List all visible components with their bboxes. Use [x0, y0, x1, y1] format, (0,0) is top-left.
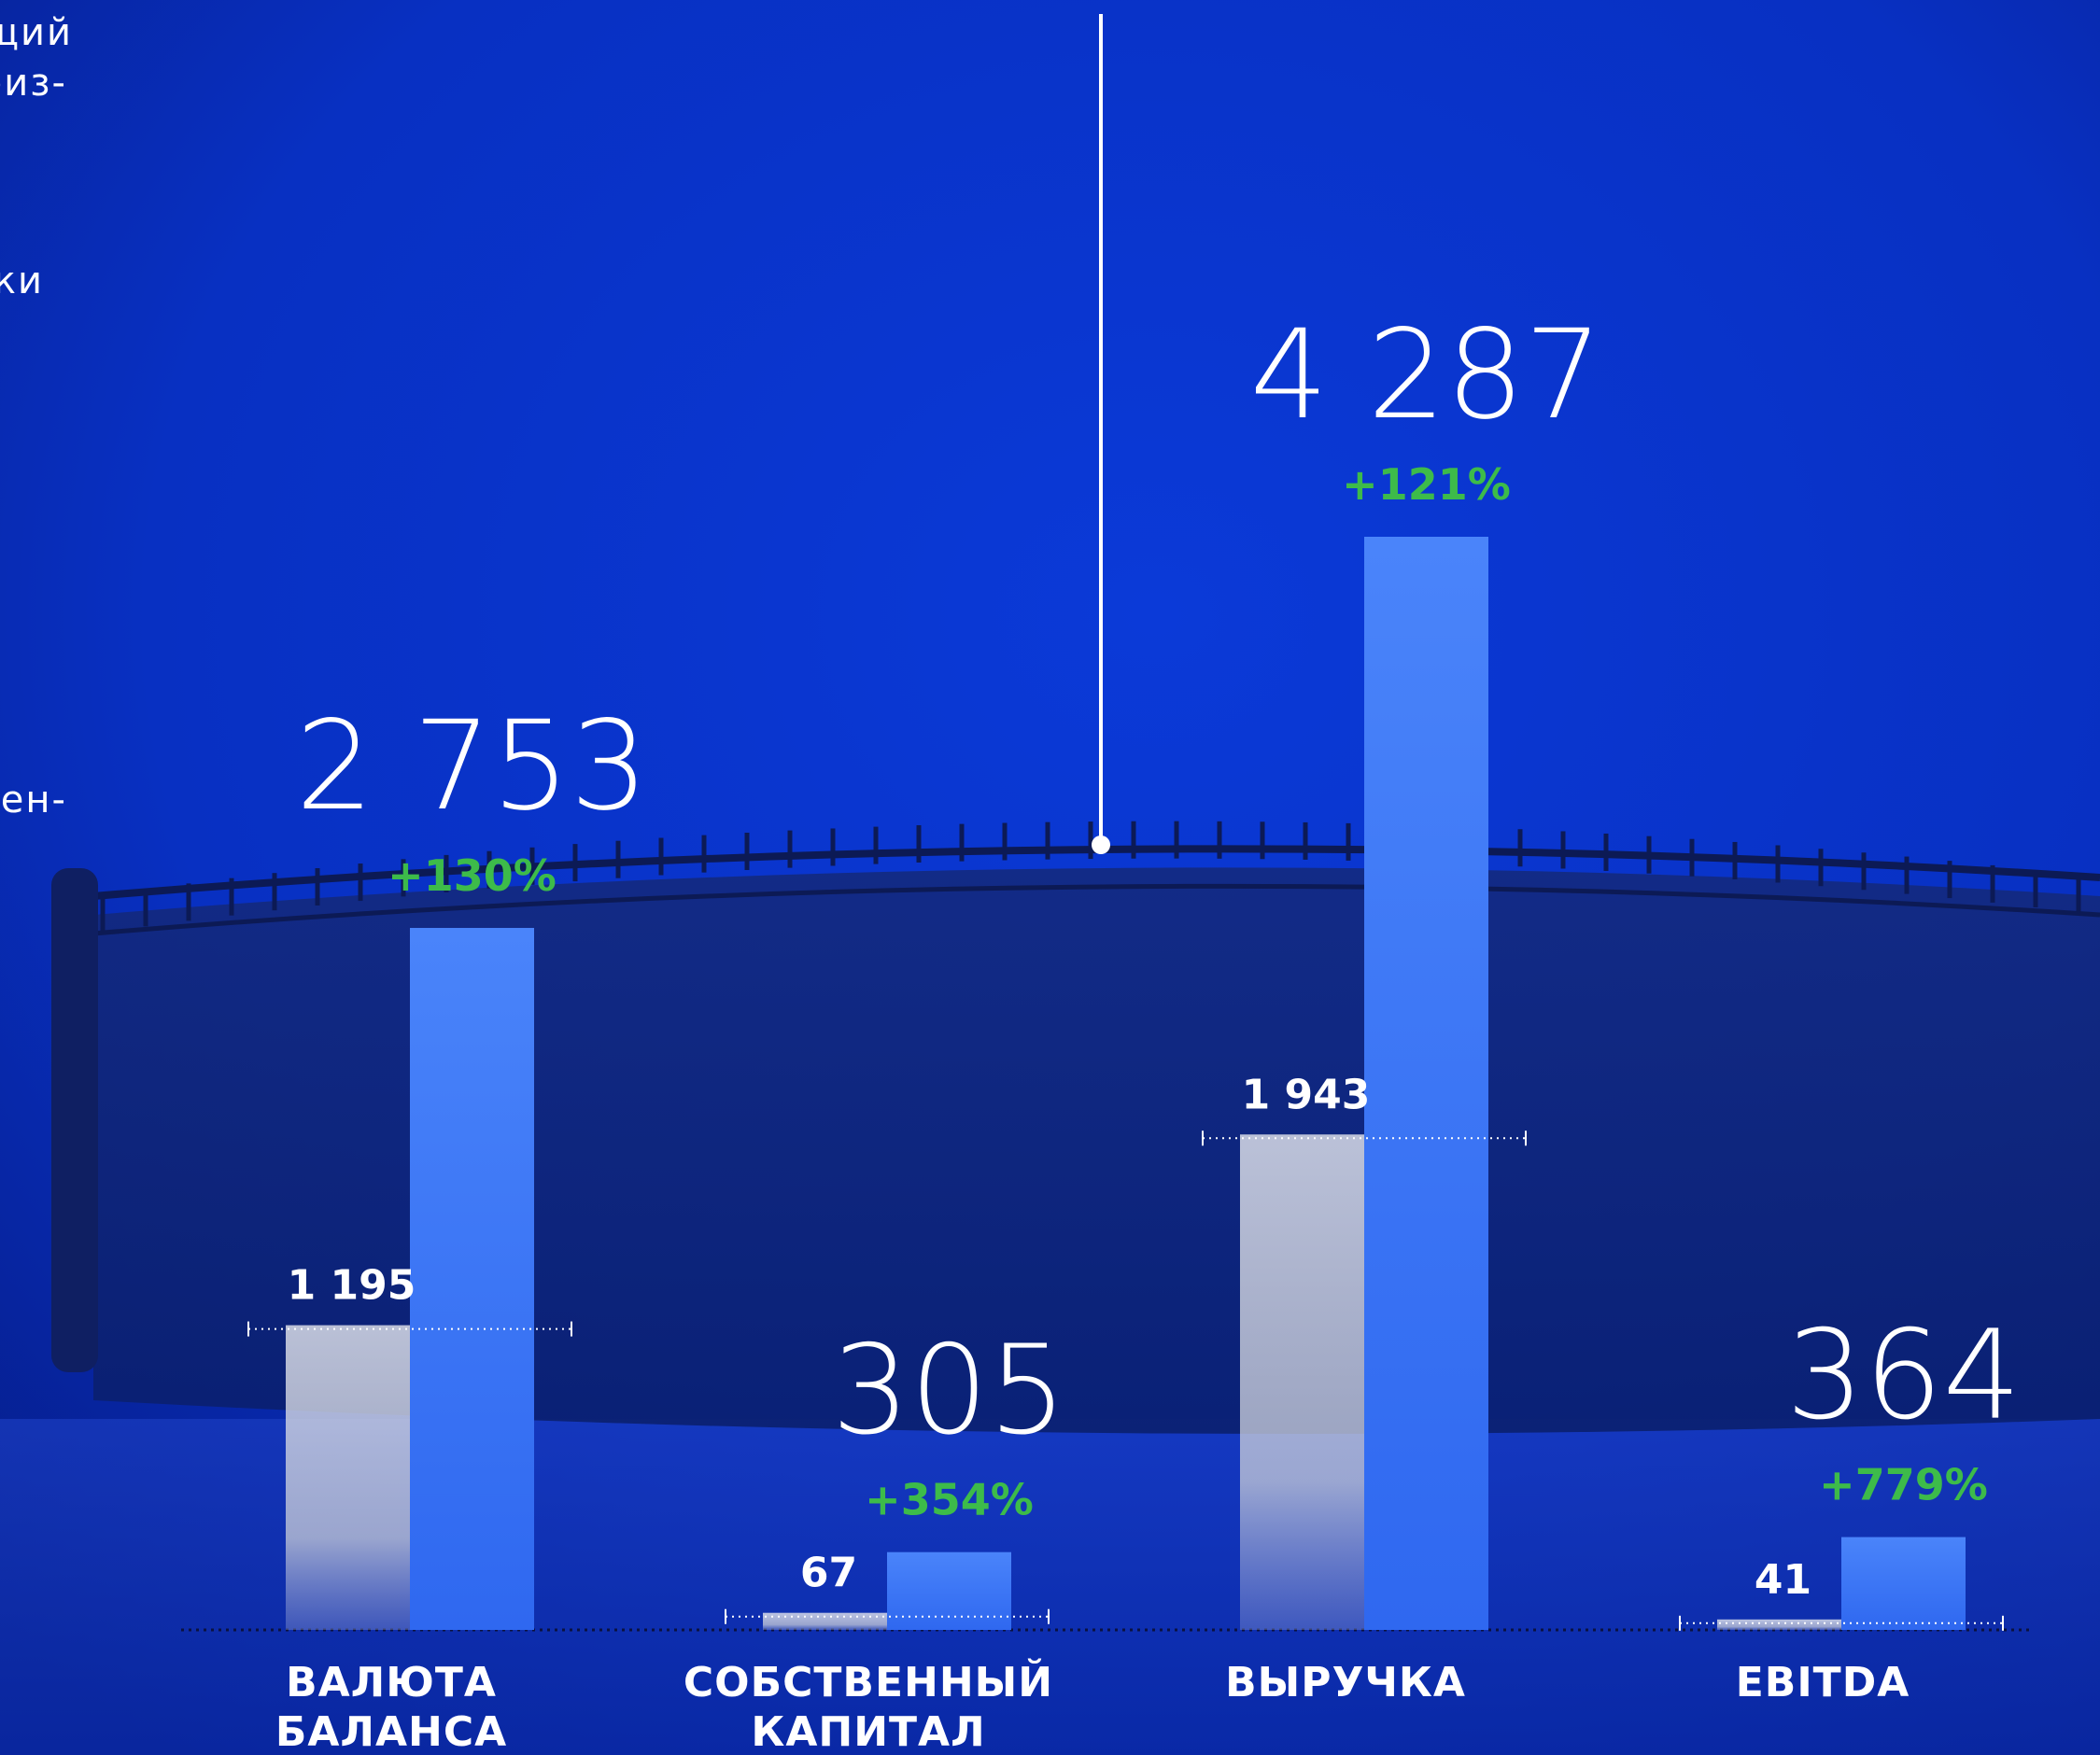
- previous-value-label: 41: [1755, 1556, 1811, 1604]
- current-bar: [1841, 1537, 1966, 1630]
- change-label: +130%: [388, 850, 557, 901]
- current-value-label: 305: [832, 1319, 1067, 1463]
- previous-value-label: 1 195: [288, 1262, 416, 1310]
- pointer-dot: [1092, 835, 1110, 854]
- previous-value-label: 67: [800, 1550, 857, 1597]
- category-label: EBITDA: [1636, 1658, 2009, 1707]
- tank-pipe: [51, 868, 98, 1372]
- change-label: +121%: [1342, 459, 1511, 510]
- previous-bar: [763, 1613, 887, 1630]
- chart: щий биз-ки ен- 1 195 +130% 2 753 67+354% 305 1 9…: [0, 0, 2100, 1755]
- previous-bar: [1240, 1134, 1364, 1630]
- current-value-label: 4 287: [1250, 303, 1603, 447]
- category-label: ВЫРУЧКА: [1159, 1658, 1532, 1707]
- current-bar: [1364, 537, 1488, 1630]
- previous-bar: [286, 1326, 410, 1630]
- change-label: +354%: [865, 1475, 1034, 1525]
- current-value-label: 364: [1786, 1304, 2022, 1448]
- category-label: СОБСТВЕННЫЙ КАПИТАЛ: [682, 1658, 1055, 1755]
- current-value-label: 2 753: [296, 695, 649, 838]
- change-label: +779%: [1819, 1460, 1988, 1510]
- side-text: щий: [0, 11, 73, 54]
- side-text: ки: [0, 260, 44, 302]
- category-label: ВАЛЮТА БАЛАНСА: [204, 1658, 578, 1755]
- side-text: биз-: [0, 62, 67, 105]
- current-bar: [887, 1552, 1011, 1630]
- previous-value-label: 1 943: [1242, 1071, 1371, 1118]
- side-text: ен-: [1, 779, 67, 821]
- previous-bar: [1717, 1620, 1841, 1630]
- current-bar: [410, 928, 534, 1630]
- page: щий биз-ки ен- 1 195 +130% 2 753 67+354% 305 1 9…: [0, 0, 2100, 1755]
